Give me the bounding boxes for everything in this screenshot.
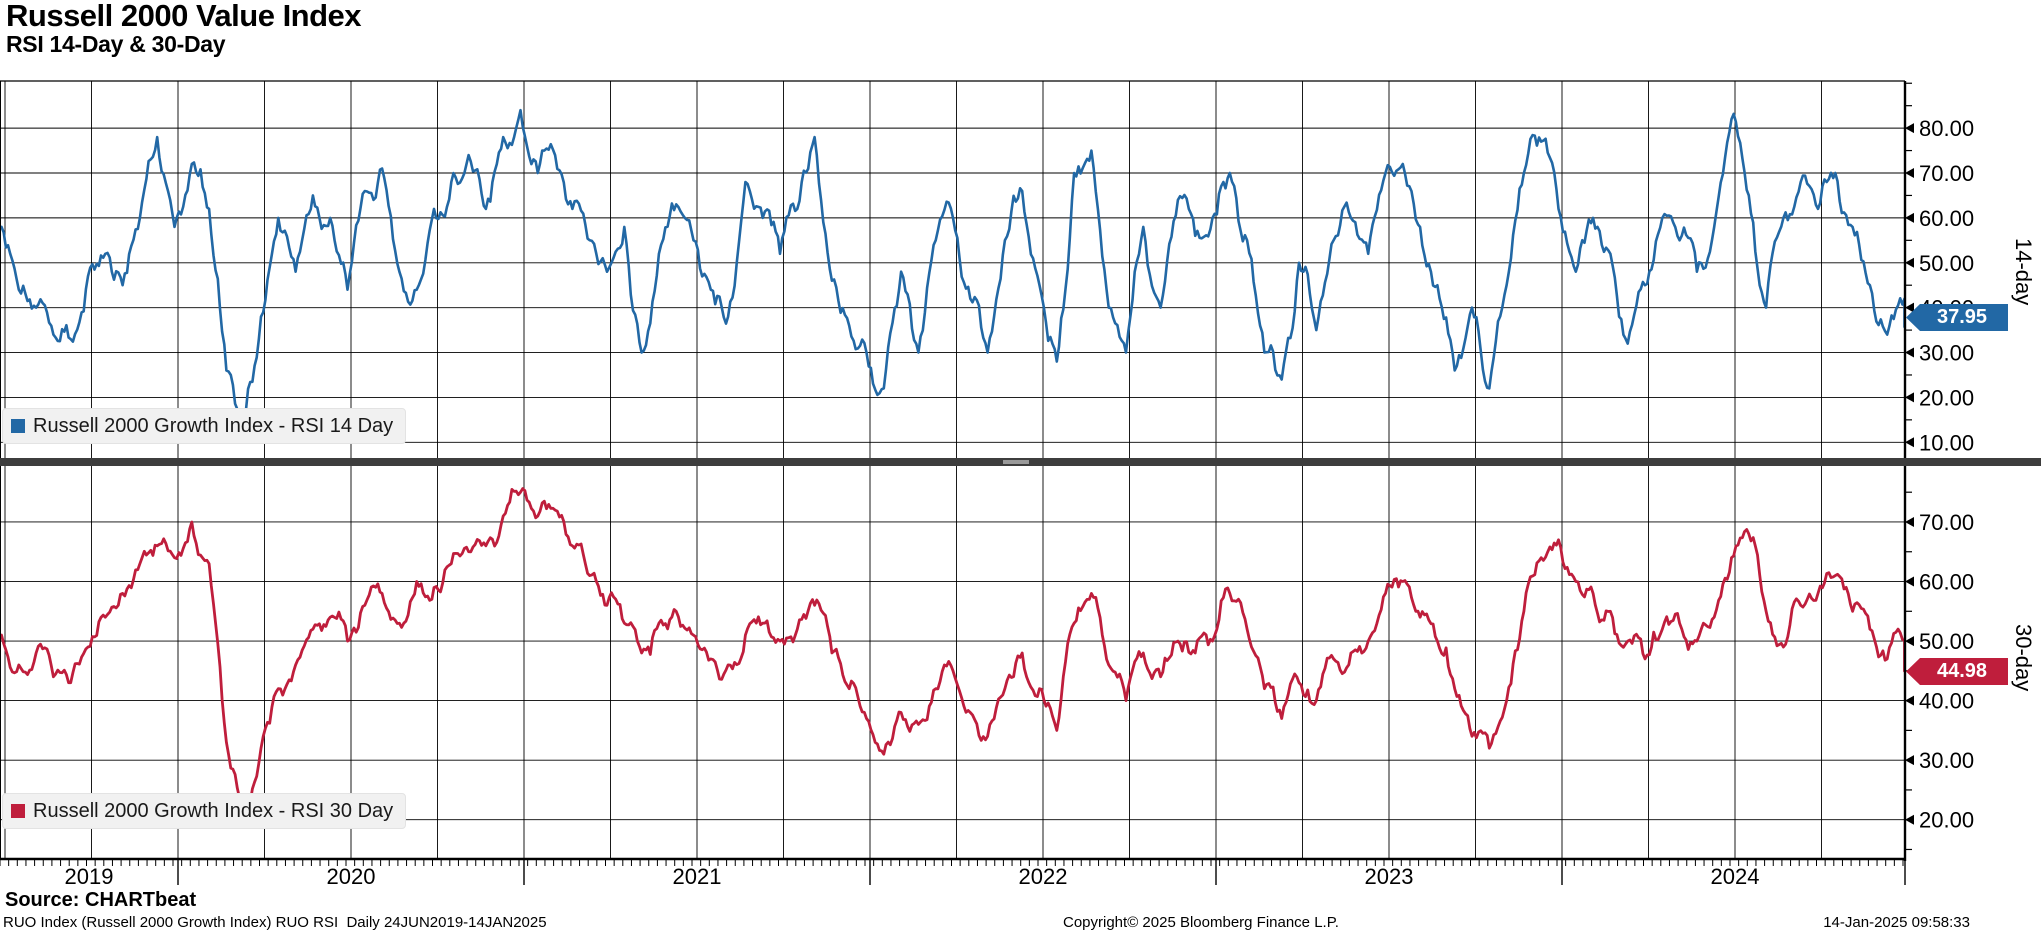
copyright-notice: Copyright© 2025 Bloomberg Finance L.P. — [1063, 914, 1339, 931]
svg-text:2021: 2021 — [673, 864, 722, 889]
axis-title-14day: 14-day — [2011, 238, 2036, 306]
svg-text:2022: 2022 — [1019, 864, 1068, 889]
svg-text:60.00: 60.00 — [1919, 206, 1974, 231]
plot-frame — [0, 80, 1907, 861]
gridlines — [0, 81, 1905, 859]
svg-text:2023: 2023 — [1365, 864, 1414, 889]
page-title: Russell 2000 Value Index — [6, 0, 362, 33]
rsi30-legend-swatch-icon — [11, 804, 25, 818]
svg-text:10.00: 10.00 — [1919, 430, 1974, 455]
svg-text:50.00: 50.00 — [1919, 251, 1974, 276]
last-value-badge-rsi30: 44.98 — [1906, 658, 2008, 685]
legend-rsi30-label: Russell 2000 Growth Index - RSI 30 Day — [33, 799, 394, 822]
svg-text:70.00: 70.00 — [1919, 161, 1974, 186]
source-credit: Source: CHARTbeat — [5, 889, 197, 911]
svg-text:2020: 2020 — [327, 864, 376, 889]
y-axis-rsi30: 20.00 30.00 40.00 50.00 60.00 70.00 — [1905, 491, 1974, 851]
panel-divider-handle[interactable] — [1003, 460, 1029, 464]
legend-rsi14-label: Russell 2000 Growth Index - RSI 14 Day — [33, 414, 394, 437]
svg-text:50.00: 50.00 — [1919, 629, 1974, 654]
page-subtitle: RSI 14-Day & 30-Day — [6, 31, 226, 57]
svg-text:60.00: 60.00 — [1919, 570, 1974, 595]
svg-text:20.00: 20.00 — [1919, 385, 1974, 410]
render-timestamp: 14-Jan-2025 09:58:33 — [1823, 914, 1970, 931]
svg-text:2024: 2024 — [1711, 864, 1760, 889]
x-axis-ticks — [0, 859, 1906, 885]
svg-text:20.00: 20.00 — [1919, 808, 1974, 833]
x-axis-labels: 2019 2020 2021 2022 2023 2024 — [65, 864, 1760, 889]
legend-rsi14[interactable]: Russell 2000 Growth Index - RSI 14 Day — [2, 408, 407, 444]
axis-title-30day: 30-day — [2011, 624, 2036, 692]
svg-text:30.00: 30.00 — [1919, 341, 1974, 366]
rsi14-legend-swatch-icon — [11, 419, 25, 433]
svg-text:70.00: 70.00 — [1919, 510, 1974, 535]
last-value-badge-rsi14: 37.95 — [1906, 304, 2008, 331]
svg-text:2019: 2019 — [65, 864, 114, 889]
svg-text:30.00: 30.00 — [1919, 748, 1974, 773]
legend-rsi30[interactable]: Russell 2000 Growth Index - RSI 30 Day — [2, 793, 407, 829]
series-rsi30 — [0, 487, 1905, 810]
series-rsi14 — [0, 108, 1905, 422]
svg-text:40.00: 40.00 — [1919, 689, 1974, 714]
svg-text:80.00: 80.00 — [1919, 116, 1974, 141]
security-description: RUO Index (Russell 2000 Growth Index) RU… — [3, 914, 547, 931]
